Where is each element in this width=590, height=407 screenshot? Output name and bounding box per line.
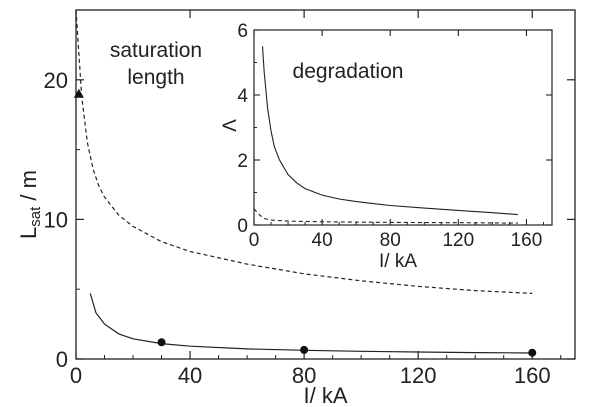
inset-x-tick-label: 80 bbox=[380, 230, 401, 251]
inset-x-tick-label: 120 bbox=[442, 230, 474, 251]
inset-y-tick-label: 4 bbox=[237, 86, 248, 107]
x-tick-label: 40 bbox=[178, 363, 202, 388]
inset-x-tick-label: 160 bbox=[511, 230, 543, 251]
data-point-circle bbox=[528, 348, 537, 357]
inset-y-tick-label: 0 bbox=[237, 216, 248, 237]
series-line-solid bbox=[89, 293, 533, 354]
x-tick-label: 120 bbox=[400, 363, 437, 388]
inset-y-tick-label: 6 bbox=[237, 21, 248, 42]
annotation-degradation: degradation bbox=[293, 60, 404, 83]
inset-series-line-dashed bbox=[253, 208, 518, 224]
data-point-circle bbox=[300, 345, 309, 354]
y-tick-label: 10 bbox=[44, 207, 68, 232]
main-plot-frame bbox=[75, 9, 576, 360]
inset-x-tick-label: 40 bbox=[312, 230, 333, 251]
x-axis-label: I/ kA bbox=[303, 383, 347, 407]
series-line-dashed bbox=[75, 9, 533, 294]
x-tick-label: 0 bbox=[70, 363, 82, 388]
y-tick-label: 20 bbox=[44, 68, 68, 93]
inset-y-tick-label: 2 bbox=[237, 151, 248, 172]
x-tick-label: 80 bbox=[292, 363, 316, 388]
annotation-saturation: saturation bbox=[110, 39, 202, 62]
y-tick-label: 0 bbox=[56, 347, 68, 372]
annotation-length: length bbox=[127, 66, 184, 89]
inset-plot-frame bbox=[253, 29, 553, 226]
inset-y-axis-label: Λ bbox=[220, 119, 241, 132]
data-point-circle bbox=[157, 338, 166, 347]
data-point-triangle bbox=[73, 88, 84, 98]
inset-series-line-solid bbox=[261, 46, 518, 216]
inset-x-tick-label: 0 bbox=[249, 230, 260, 251]
inset-x-axis-label: I/ kA bbox=[379, 251, 417, 272]
x-tick-label: 160 bbox=[514, 363, 551, 388]
y-axis-label: Lsat / m bbox=[16, 170, 44, 239]
